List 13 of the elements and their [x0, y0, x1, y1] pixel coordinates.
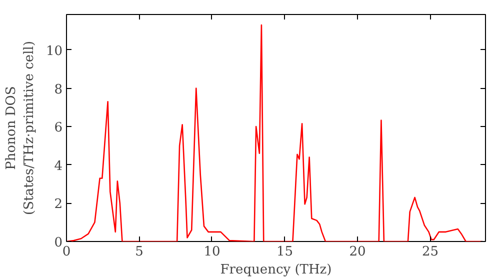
x-tick-label: 25	[422, 244, 438, 260]
x-axis-title: Frequency (THz)	[220, 262, 332, 278]
x-tick-label: 10	[204, 244, 220, 260]
y-tick-label: 10	[46, 44, 63, 59]
y-tick-label: 4	[54, 158, 63, 174]
x-tick-label: 5	[135, 244, 144, 260]
y-tick-label: 6	[54, 120, 63, 136]
y-tick-label: 2	[54, 197, 63, 212]
y-axis-title: Phonon DOS (States/THz·primitive cell)	[4, 40, 37, 215]
y-tick-label: 8	[54, 82, 63, 98]
x-tick-label: 20	[349, 244, 366, 260]
x-tick-label: 15	[276, 244, 294, 260]
line-series	[66, 24, 484, 242]
